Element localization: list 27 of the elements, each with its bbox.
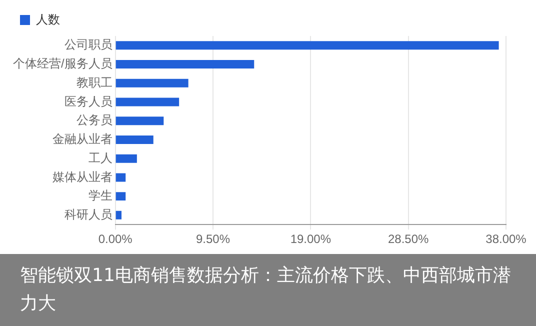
bar xyxy=(116,135,154,144)
bar xyxy=(116,210,122,220)
y-tick-label: 媒体从业者 xyxy=(52,170,112,184)
y-tick-label: 金融从业者 xyxy=(52,132,112,146)
bar xyxy=(116,116,164,126)
bar xyxy=(116,192,126,201)
y-tick-label: 学生 xyxy=(88,188,112,203)
y-tick-label: 教职工 xyxy=(76,75,112,90)
y-tick-label: 科研人员 xyxy=(64,207,112,222)
bar xyxy=(116,154,137,163)
x-tick-label: 0.00% xyxy=(98,232,133,246)
y-tick-label: 个体经营/服务人员 xyxy=(12,56,112,71)
bar xyxy=(116,98,180,106)
x-tick-label: 28.50% xyxy=(388,232,430,246)
y-tick-label: 公司职员 xyxy=(64,38,112,52)
bar xyxy=(116,60,254,69)
x-tick-label: 19.00% xyxy=(290,232,332,246)
x-tick-label: 38.00% xyxy=(486,232,527,246)
bar xyxy=(116,78,188,88)
bar xyxy=(116,41,499,50)
y-tick-label: 工人 xyxy=(88,150,112,165)
text: 智能锁双11电商销售数据分析：主流价格下跌、中西部城市潜力大 xyxy=(0,254,536,326)
legend-label: 人数 xyxy=(36,12,60,26)
x-tick-label: 9.50% xyxy=(196,232,230,246)
y-tick-label: 医务人员 xyxy=(64,94,112,108)
bar xyxy=(116,173,126,182)
y-tick-label: 公务员 xyxy=(76,113,112,128)
